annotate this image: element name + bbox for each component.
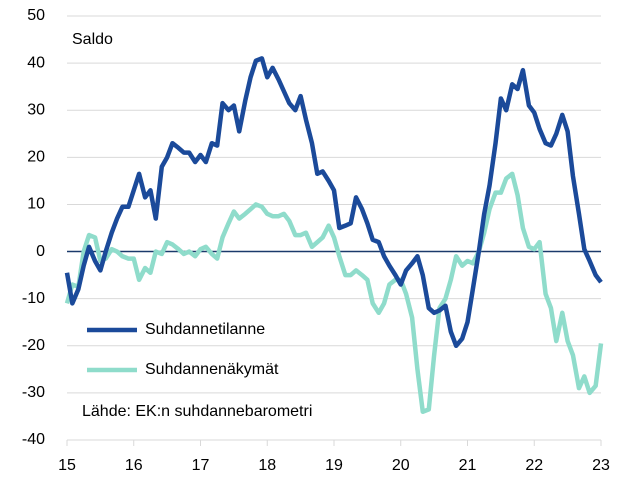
y-tick-label: -10 bbox=[22, 290, 45, 307]
series-line bbox=[64, 171, 604, 414]
y-axis-label: Saldo bbox=[72, 31, 113, 48]
y-tick-label: 50 bbox=[27, 7, 45, 24]
x-tick-label: 20 bbox=[392, 457, 410, 474]
x-tick-label: 15 bbox=[58, 457, 76, 474]
annotation: Lähde: EK:n suhdannebarometri bbox=[82, 403, 312, 420]
legend-label: Suhdannenäkymät bbox=[145, 361, 279, 378]
x-tick-label: 18 bbox=[258, 457, 276, 474]
y-tick-label: -20 bbox=[22, 337, 45, 354]
x-tick-label: 21 bbox=[459, 457, 477, 474]
y-tick-label: 20 bbox=[27, 149, 45, 166]
series-line bbox=[64, 56, 603, 349]
x-tick-label: 23 bbox=[592, 457, 610, 474]
x-tick-label: 19 bbox=[325, 457, 343, 474]
y-tick-label: 40 bbox=[27, 54, 45, 71]
x-tick-label: 16 bbox=[125, 457, 143, 474]
y-tick-label: -40 bbox=[22, 431, 45, 448]
legend-label: Suhdannetilanne bbox=[145, 321, 265, 338]
x-tick-label: 22 bbox=[525, 457, 543, 474]
y-tick-label: 10 bbox=[27, 196, 45, 213]
y-tick-label: -30 bbox=[22, 384, 45, 401]
y-tick-label: 30 bbox=[27, 101, 45, 118]
x-tick-label: 17 bbox=[192, 457, 210, 474]
y-tick-label: 0 bbox=[36, 243, 45, 260]
